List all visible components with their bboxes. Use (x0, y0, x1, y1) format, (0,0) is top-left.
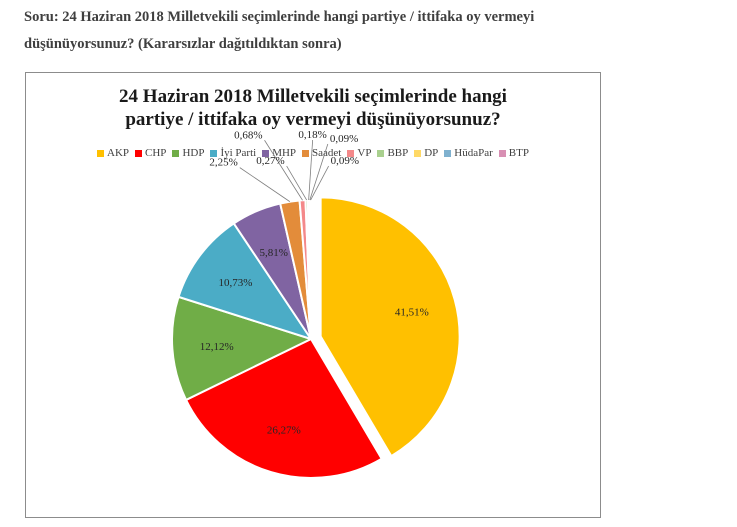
legend-label: İyi Parti (220, 147, 257, 159)
chart-title-line-1: 24 Haziran 2018 Milletvekili seçimlerind… (119, 86, 507, 107)
legend-item-saadet: Saadet (302, 147, 341, 159)
leader-line (239, 167, 291, 202)
legend-item-iyi-parti: İyi Parti (210, 147, 256, 159)
legend-label: DP (424, 147, 439, 159)
pie-slice-hdp (171, 295, 314, 402)
data-label-saadet: 2,25% (209, 157, 237, 169)
leader-line (308, 139, 314, 201)
data-label-btp: 0,09% (331, 155, 359, 167)
legend-swatch (210, 149, 218, 157)
legend-label: HüdaPar (454, 147, 493, 159)
leader-line (310, 165, 329, 201)
chart-legend: AKP CHP HDP İyi Parti MHP Saadet VP BBP DP HüdaPa… (26, 147, 600, 159)
legend-label: HDP (182, 147, 205, 159)
leader-line (286, 165, 308, 201)
legend-item-vp: VP (347, 147, 371, 159)
legend-item-chp: CHP (135, 147, 166, 159)
data-label-mhp: 5,81% (259, 247, 287, 259)
legend-swatch (97, 149, 105, 157)
legend-label: Saadet (312, 147, 342, 159)
leader-line (264, 140, 303, 201)
legend-label: BTP (508, 147, 529, 159)
data-label-chp: 26,27% (267, 425, 301, 437)
legend-item-dp: DP (414, 147, 438, 159)
legend-item-mhp: MHP (262, 147, 296, 159)
pie-chart: 24 Haziran 2018 Milletvekili seçimlerind… (25, 72, 601, 518)
pie-slice-akp (319, 196, 461, 458)
question-line-2: düşünüyorsunuz? (Kararsızlar dağıtıldıkt… (24, 36, 342, 52)
legend-item-btp: BTP (498, 147, 529, 159)
pie-slice-btp (309, 198, 312, 340)
question-line-1: Soru: 24 Haziran 2018 Milletvekili seçim… (24, 9, 535, 25)
legend-item-akp: AKP (97, 147, 129, 159)
leader-line (309, 143, 329, 201)
legend-label: VP (357, 147, 372, 159)
data-label-vp: 0,68% (234, 129, 262, 141)
legend-swatch (377, 149, 385, 157)
legend-swatch (172, 149, 180, 157)
legend-swatch (135, 149, 143, 157)
pie-slice-chp (184, 337, 384, 479)
legend-label: AKP (107, 147, 130, 159)
data-label-hudapar: 0,09% (330, 133, 358, 145)
pie-plot: 41,51% 26,27% 12,12% 10,73% 5,81% 2,25% 0,68% 0… (171, 129, 461, 479)
data-label-dp: 0,18% (298, 129, 326, 141)
legend-swatch (444, 149, 452, 157)
legend-swatch (414, 149, 422, 157)
legend-item-hdp: HDP (172, 147, 204, 159)
legend-item-bbp: BBP (377, 147, 408, 159)
data-label-bbp: 0,27% (256, 155, 284, 167)
pie-slice-iyi-parti (177, 222, 314, 341)
legend-swatch (347, 149, 355, 157)
data-label-akp: 41,51% (395, 306, 429, 318)
question-text: Soru: 24 Haziran 2018 Milletvekili seçim… (24, 4, 724, 58)
legend-label: CHP (145, 147, 167, 159)
data-label-hdp: 12,12% (200, 341, 234, 353)
legend-label: MHP (272, 147, 297, 159)
data-label-iyi-parti: 10,73% (219, 277, 253, 289)
legend-swatch (262, 149, 270, 157)
chart-title-line-2: partiye / ittifaka oy vermeyi düşünüyors… (125, 109, 501, 130)
legend-item-hudapar: HüdaPar (444, 147, 493, 159)
legend-label: BBP (387, 147, 409, 159)
legend-swatch (302, 149, 310, 157)
legend-swatch (498, 149, 506, 157)
chart-title: 24 Haziran 2018 Milletvekili seçimlerind… (26, 85, 600, 131)
